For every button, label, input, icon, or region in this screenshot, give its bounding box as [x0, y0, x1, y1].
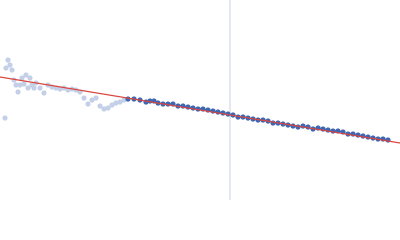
data-point	[101, 106, 107, 112]
data-point	[3, 65, 9, 71]
data-point	[25, 85, 31, 91]
data-point	[15, 89, 21, 95]
data-point	[97, 103, 103, 109]
data-point	[37, 85, 43, 91]
data-point	[93, 95, 99, 101]
data-point	[2, 115, 8, 121]
data-point	[117, 99, 123, 105]
data-point	[17, 82, 23, 88]
data-point	[105, 105, 111, 111]
data-point	[113, 100, 119, 106]
data-point	[31, 85, 37, 91]
data-point	[85, 101, 91, 107]
data-point	[81, 95, 87, 101]
data-point	[9, 67, 15, 73]
data-point	[109, 102, 115, 108]
fit-line	[0, 76, 400, 144]
data-point	[7, 62, 13, 68]
data-point	[19, 75, 25, 81]
data-point	[5, 57, 11, 63]
data-point	[41, 90, 47, 96]
data-point	[13, 82, 19, 88]
data-point	[27, 75, 33, 81]
chart	[0, 0, 400, 200]
data-point	[121, 97, 127, 103]
data-point	[89, 97, 95, 103]
data-point	[23, 72, 29, 78]
data-point	[21, 81, 27, 87]
